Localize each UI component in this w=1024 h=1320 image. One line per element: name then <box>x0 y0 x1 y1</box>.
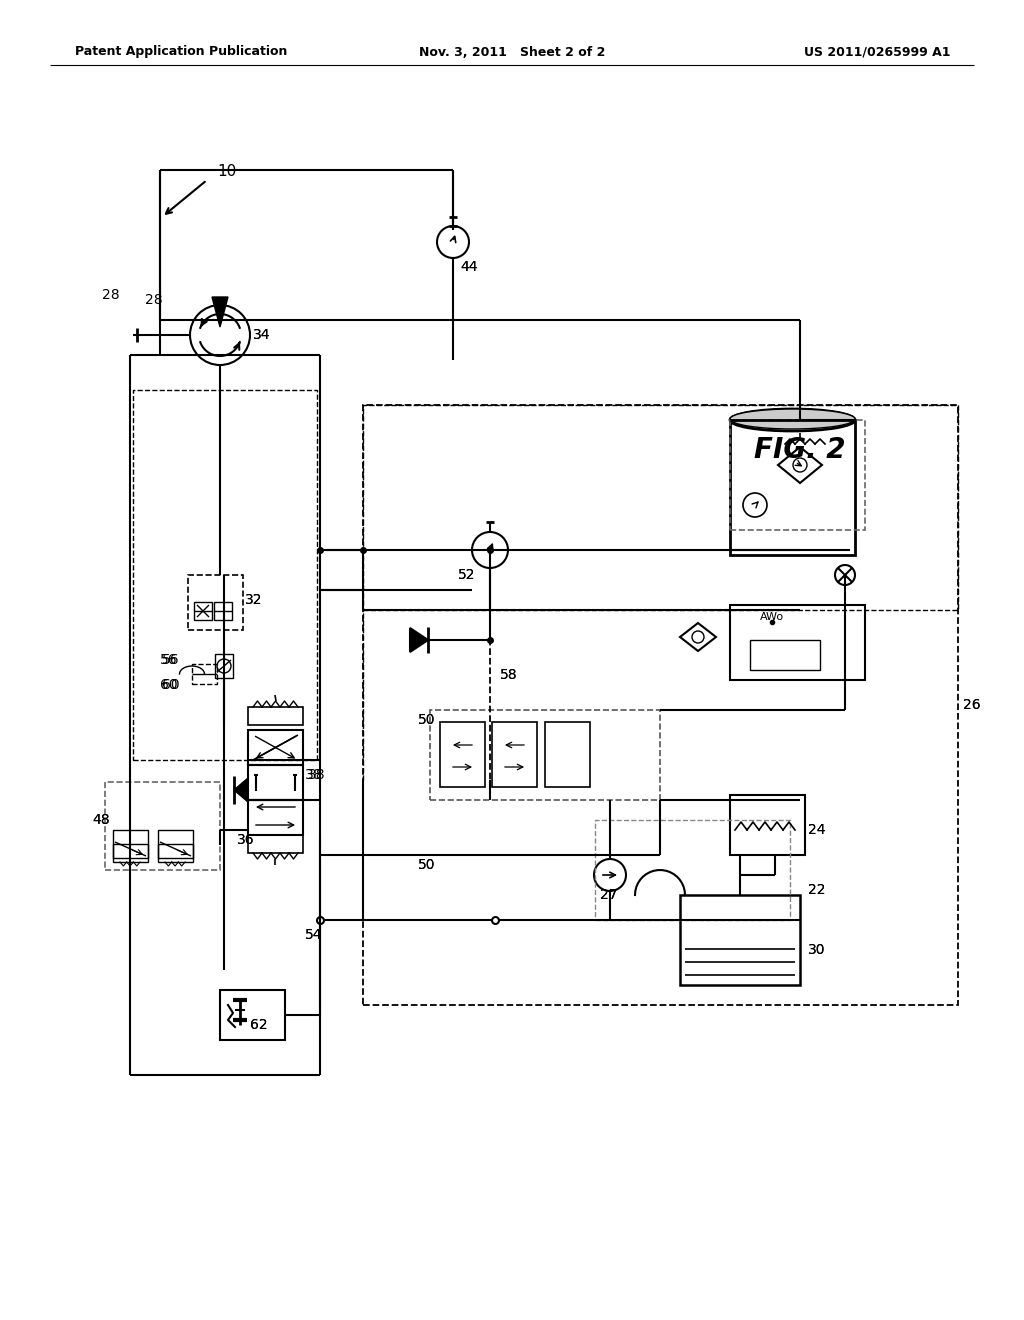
Text: 32: 32 <box>245 593 262 607</box>
Text: 26: 26 <box>963 698 981 711</box>
Text: 32: 32 <box>245 593 262 607</box>
Text: 60: 60 <box>162 678 179 692</box>
Bar <box>730 420 865 531</box>
Text: 38: 38 <box>308 768 326 781</box>
Text: 36: 36 <box>237 833 255 847</box>
Text: 48: 48 <box>92 813 110 828</box>
Text: 58: 58 <box>500 668 517 682</box>
Bar <box>194 602 212 620</box>
Text: 22: 22 <box>808 883 825 898</box>
Text: 60: 60 <box>160 678 177 692</box>
Text: FIG. 2: FIG. 2 <box>755 436 846 465</box>
Text: 52: 52 <box>458 568 475 582</box>
Bar <box>220 990 285 1040</box>
Text: 58: 58 <box>500 668 517 682</box>
Text: 22: 22 <box>808 883 825 898</box>
Bar <box>730 420 855 554</box>
Circle shape <box>835 565 855 585</box>
Text: AWo: AWo <box>760 612 784 622</box>
Bar <box>215 653 233 678</box>
Bar <box>214 602 232 620</box>
Circle shape <box>472 532 508 568</box>
Text: 50: 50 <box>418 713 435 727</box>
Bar <box>492 722 537 787</box>
Bar <box>105 781 220 870</box>
Text: 36: 36 <box>237 833 255 847</box>
Circle shape <box>692 631 705 643</box>
Bar <box>113 830 148 858</box>
Ellipse shape <box>730 409 855 429</box>
Text: 10: 10 <box>217 165 237 180</box>
Circle shape <box>594 859 626 891</box>
Text: 56: 56 <box>162 653 179 667</box>
Bar <box>133 389 317 760</box>
Bar <box>730 605 865 680</box>
Bar <box>430 710 660 800</box>
Bar <box>248 708 303 725</box>
Text: 30: 30 <box>808 942 825 957</box>
Text: Nov. 3, 2011   Sheet 2 of 2: Nov. 3, 2011 Sheet 2 of 2 <box>419 45 605 58</box>
Circle shape <box>217 659 231 673</box>
Text: 50: 50 <box>418 858 435 873</box>
Polygon shape <box>680 623 716 651</box>
Bar <box>248 730 303 766</box>
Text: 26: 26 <box>963 698 981 711</box>
Bar <box>158 830 193 858</box>
Text: 50: 50 <box>418 858 435 873</box>
Text: 34: 34 <box>253 327 270 342</box>
Ellipse shape <box>730 409 855 432</box>
Text: 28: 28 <box>102 288 120 302</box>
Polygon shape <box>778 447 822 483</box>
Text: 62: 62 <box>250 1018 267 1032</box>
Text: US 2011/0265999 A1: US 2011/0265999 A1 <box>804 45 950 58</box>
Polygon shape <box>234 777 248 803</box>
Bar <box>188 576 243 630</box>
Text: 56: 56 <box>160 653 177 667</box>
Bar <box>248 836 303 853</box>
Circle shape <box>437 226 469 257</box>
Bar <box>193 664 217 684</box>
Text: 34: 34 <box>253 327 270 342</box>
Bar <box>595 820 790 920</box>
Text: 27: 27 <box>600 888 617 902</box>
Text: 44: 44 <box>460 260 477 275</box>
Bar <box>545 722 590 787</box>
Bar <box>680 895 800 985</box>
Bar <box>113 843 148 862</box>
Bar <box>362 405 958 1005</box>
Text: 28: 28 <box>145 293 163 308</box>
Circle shape <box>743 492 767 517</box>
Text: 24: 24 <box>808 822 825 837</box>
Polygon shape <box>410 628 428 652</box>
Text: Patent Application Publication: Patent Application Publication <box>75 45 288 58</box>
Text: 27: 27 <box>600 888 617 902</box>
Bar <box>158 843 193 862</box>
Text: 52: 52 <box>458 568 475 582</box>
Text: 24: 24 <box>808 822 825 837</box>
Bar <box>440 722 485 787</box>
Bar <box>730 795 805 855</box>
Bar <box>750 640 820 671</box>
Text: 54: 54 <box>305 928 323 942</box>
Polygon shape <box>212 297 228 327</box>
Bar <box>248 766 303 800</box>
Text: 38: 38 <box>305 768 323 781</box>
Bar <box>362 405 958 610</box>
Text: 48: 48 <box>92 813 110 828</box>
Text: 50: 50 <box>418 713 435 727</box>
Text: 30: 30 <box>808 942 825 957</box>
Text: 54: 54 <box>305 928 323 942</box>
Text: 62: 62 <box>250 1018 267 1032</box>
Text: 44: 44 <box>460 260 477 275</box>
Bar <box>248 800 303 836</box>
Circle shape <box>793 458 807 473</box>
Circle shape <box>190 305 250 366</box>
